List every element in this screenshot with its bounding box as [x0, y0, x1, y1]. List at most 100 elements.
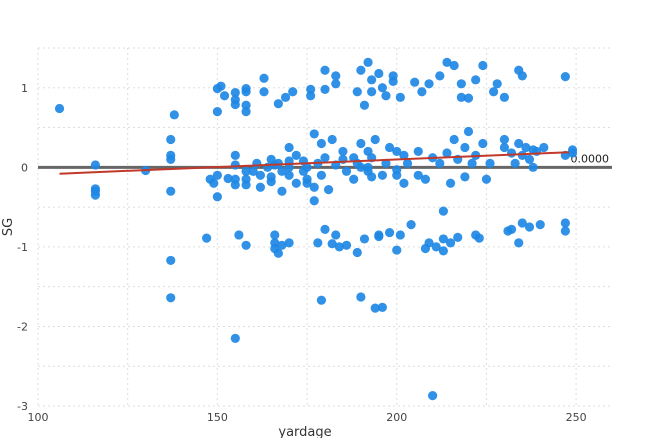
data-point	[384, 142, 395, 153]
data-point	[266, 177, 276, 187]
data-point	[370, 134, 380, 145]
data-point	[273, 158, 283, 168]
data-point	[356, 138, 366, 149]
data-point	[377, 83, 387, 93]
data-point	[209, 178, 219, 188]
data-point	[230, 333, 240, 343]
data-point	[460, 142, 470, 153]
data-point	[356, 162, 366, 172]
data-point	[388, 76, 398, 87]
data-point	[467, 158, 477, 168]
data-point	[381, 91, 391, 101]
data-point	[524, 222, 535, 232]
data-point	[255, 182, 266, 192]
data-point	[273, 248, 283, 258]
data-point	[499, 142, 509, 153]
data-point	[241, 180, 251, 190]
data-point	[463, 126, 474, 137]
reference-line-label: 0.0000	[571, 152, 610, 165]
data-point	[306, 91, 316, 101]
data-point	[517, 218, 527, 228]
data-point	[514, 238, 524, 248]
data-point	[288, 87, 298, 97]
data-point	[273, 99, 283, 109]
data-point	[166, 154, 176, 164]
data-point	[230, 99, 240, 110]
data-point	[359, 234, 370, 244]
data-point	[499, 92, 509, 102]
data-point	[212, 107, 222, 117]
data-point	[309, 129, 319, 139]
data-point	[90, 190, 100, 200]
data-point	[313, 238, 323, 248]
data-point	[392, 245, 402, 255]
data-point	[284, 170, 294, 180]
data-point	[417, 87, 427, 97]
data-point	[420, 174, 431, 184]
data-point	[384, 227, 395, 238]
data-point	[320, 65, 330, 75]
data-point	[499, 134, 509, 145]
data-point	[363, 57, 373, 67]
data-point	[327, 239, 337, 249]
data-point	[567, 148, 578, 158]
y-tick-label: 1	[21, 82, 28, 95]
data-point	[367, 172, 377, 182]
data-point	[438, 234, 448, 244]
data-point	[349, 174, 359, 184]
data-point	[248, 166, 258, 176]
data-point	[442, 57, 452, 67]
data-point	[241, 166, 251, 176]
data-point	[506, 148, 517, 158]
data-point	[410, 77, 420, 87]
data-point	[438, 246, 448, 256]
data-point	[166, 186, 176, 196]
data-point	[219, 91, 230, 101]
axes: 100 150 200 250 1 0 -1 -2 -3	[17, 82, 587, 424]
data-point	[352, 247, 362, 258]
data-point	[90, 160, 100, 170]
data-point	[395, 230, 405, 240]
data-point	[367, 75, 377, 85]
data-point	[291, 150, 301, 160]
data-point	[453, 232, 463, 242]
y-tick-label: -1	[17, 241, 28, 254]
data-point	[478, 60, 488, 71]
data-point	[471, 75, 481, 85]
trend-line	[59, 151, 569, 175]
data-point	[481, 174, 492, 184]
data-point	[424, 238, 434, 248]
data-point	[399, 178, 409, 188]
data-point	[309, 182, 319, 192]
data-point	[230, 87, 240, 98]
data-point	[492, 79, 502, 89]
data-point	[377, 302, 387, 312]
data-point	[449, 134, 459, 145]
data-point	[456, 79, 466, 89]
data-point	[166, 134, 176, 145]
data-point	[338, 146, 348, 157]
data-point	[216, 81, 226, 91]
data-point	[435, 71, 445, 81]
data-point	[445, 178, 456, 188]
data-point	[331, 230, 341, 240]
data-point	[331, 79, 341, 89]
data-point	[460, 172, 470, 182]
data-point	[241, 100, 251, 110]
data-point	[367, 87, 377, 97]
data-point	[270, 230, 280, 240]
data-point	[230, 150, 240, 160]
data-point	[252, 158, 262, 168]
data-point	[374, 231, 384, 242]
data-point	[395, 92, 405, 102]
data-point	[517, 71, 527, 81]
data-point	[309, 196, 319, 206]
data-point	[302, 162, 312, 172]
data-point	[334, 242, 344, 252]
data-point	[539, 142, 549, 153]
data-point	[323, 185, 334, 195]
data-point	[560, 218, 570, 228]
data-point	[413, 170, 423, 180]
y-tick-label: 0	[21, 161, 28, 174]
